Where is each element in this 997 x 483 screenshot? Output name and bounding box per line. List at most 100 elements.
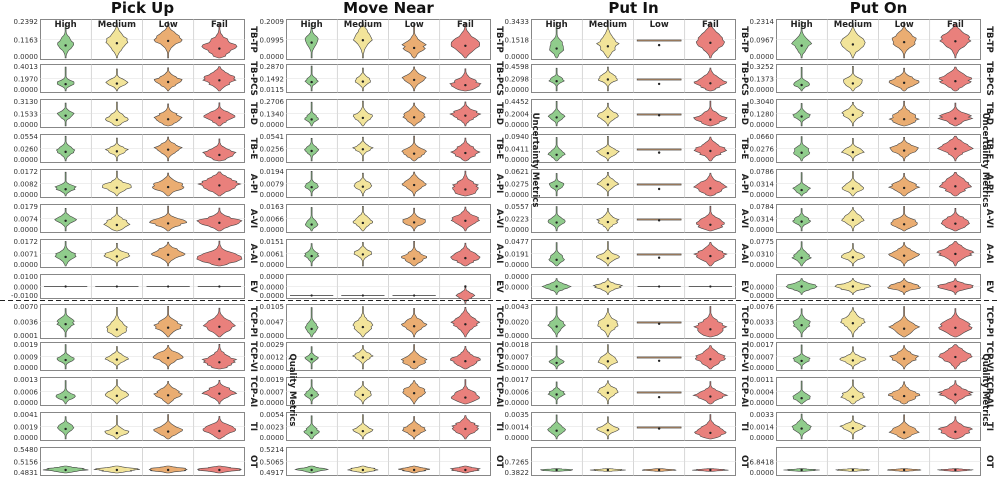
row-tcp-ai bbox=[286, 377, 491, 406]
row-label: TCP-AI bbox=[984, 376, 994, 407]
y-tick-label: 0.2009 bbox=[260, 18, 285, 26]
violin-fail bbox=[449, 68, 482, 92]
violin-fail bbox=[450, 137, 481, 162]
median-dot bbox=[800, 188, 803, 192]
row-label: A-VI bbox=[494, 209, 504, 228]
row-a-pi bbox=[531, 169, 736, 198]
row-ot bbox=[776, 447, 981, 476]
median-dot bbox=[166, 80, 170, 84]
y-tick-label: 0.0172 bbox=[14, 238, 39, 246]
violin-high bbox=[548, 345, 565, 370]
violin-low bbox=[889, 345, 920, 370]
median-dot bbox=[412, 116, 416, 119]
violin-low bbox=[890, 206, 918, 232]
category-label: High bbox=[55, 20, 77, 30]
violin-fail bbox=[201, 344, 238, 370]
violin-high bbox=[791, 241, 812, 267]
median-dot bbox=[851, 256, 855, 259]
y-tick-label: 0.0020 bbox=[505, 319, 530, 327]
y-tick-label: 0.0000 bbox=[260, 261, 285, 269]
row-label: TCP-AI bbox=[494, 376, 504, 407]
median-dot bbox=[218, 325, 221, 328]
median-dot bbox=[657, 359, 661, 363]
row-label: TCP-AI bbox=[248, 376, 258, 407]
violin-fail bbox=[455, 287, 476, 304]
violin-low bbox=[888, 242, 921, 267]
y-tick-label: 0.0314 bbox=[750, 216, 775, 224]
median-dot bbox=[954, 355, 957, 359]
y-tick-label: 0.0029 bbox=[260, 341, 285, 349]
violin-low bbox=[401, 416, 427, 440]
median-dot bbox=[902, 149, 906, 152]
median-dot bbox=[954, 285, 957, 288]
row-tcp-vi bbox=[531, 342, 736, 371]
median-dot bbox=[166, 394, 170, 397]
y-tick-label: 0.0940 bbox=[505, 133, 530, 141]
row-label: A-AI bbox=[494, 244, 504, 264]
violin-fail bbox=[203, 102, 236, 127]
y-tick-label: 0.0018 bbox=[505, 341, 530, 349]
y-tick-label: 0.0000 bbox=[505, 191, 530, 199]
median-dot bbox=[606, 360, 610, 363]
y-tick-label: 0.0179 bbox=[14, 203, 39, 211]
y-tick-label: 0.1518 bbox=[505, 37, 530, 45]
median-dot bbox=[555, 361, 558, 365]
violin-medium bbox=[597, 308, 619, 338]
row-tb-d bbox=[776, 99, 981, 128]
row-label: TB-D bbox=[739, 102, 749, 125]
y-tick-label: 0.0000 bbox=[750, 434, 775, 442]
row-label: OT bbox=[984, 455, 994, 468]
violin-high bbox=[548, 67, 565, 92]
y-tick-label: 0.0007 bbox=[260, 389, 285, 397]
median-dot bbox=[709, 468, 712, 472]
median-dot bbox=[166, 185, 170, 189]
violin-medium bbox=[105, 101, 129, 127]
median-dot bbox=[412, 325, 416, 328]
y-tick-label: 6.8418 bbox=[750, 459, 775, 467]
row-tb-pcs bbox=[286, 64, 491, 93]
y-tick-label: 0.0621 bbox=[505, 168, 530, 176]
median-dot bbox=[851, 187, 855, 190]
median-dot bbox=[902, 223, 906, 226]
category-label: High bbox=[546, 20, 568, 30]
y-tick-label: 0.0000 bbox=[750, 292, 775, 300]
violin-medium bbox=[105, 22, 129, 59]
median-dot bbox=[218, 153, 221, 157]
y-tick-label: 0.0041 bbox=[14, 411, 39, 419]
violin-low bbox=[401, 135, 427, 162]
category-label: Low bbox=[405, 20, 424, 30]
median-dot bbox=[851, 43, 855, 46]
violin-high bbox=[547, 414, 566, 440]
violin-high bbox=[57, 23, 75, 59]
median-dot bbox=[464, 396, 467, 399]
median-dot bbox=[657, 187, 661, 191]
violin-high bbox=[547, 206, 566, 232]
violin-high bbox=[56, 66, 75, 92]
y-tick-label: 0.0000 bbox=[750, 156, 775, 164]
median-dot bbox=[361, 116, 365, 120]
y-tick-label: 0.0033 bbox=[750, 319, 775, 327]
violin-fail bbox=[451, 170, 479, 197]
violin-fail bbox=[196, 240, 243, 267]
y-tick-label: 0.0100 bbox=[14, 273, 39, 281]
violin-medium bbox=[354, 381, 372, 405]
median-dot bbox=[954, 222, 957, 225]
y-tick-label: 0.0000 bbox=[750, 399, 775, 407]
violin-fail bbox=[197, 171, 242, 197]
y-tick-label: 0.0019 bbox=[14, 341, 39, 349]
median-dot bbox=[412, 221, 416, 224]
group-label-uncertainty: Uncertainty Metrics bbox=[530, 113, 540, 208]
y-tick-label: 0.5214 bbox=[260, 446, 285, 454]
median-dot bbox=[115, 223, 119, 227]
violin-fail bbox=[937, 102, 974, 127]
y-tick-label: 0.5480 bbox=[14, 446, 39, 454]
violin-high bbox=[793, 136, 811, 162]
median-dot bbox=[464, 468, 467, 472]
violin-low bbox=[400, 308, 428, 338]
median-dot bbox=[902, 431, 906, 434]
median-dot bbox=[361, 39, 365, 42]
row-ti bbox=[776, 412, 981, 441]
row-label: OT bbox=[739, 455, 749, 468]
y-tick-label: 0.0000 bbox=[260, 226, 285, 234]
